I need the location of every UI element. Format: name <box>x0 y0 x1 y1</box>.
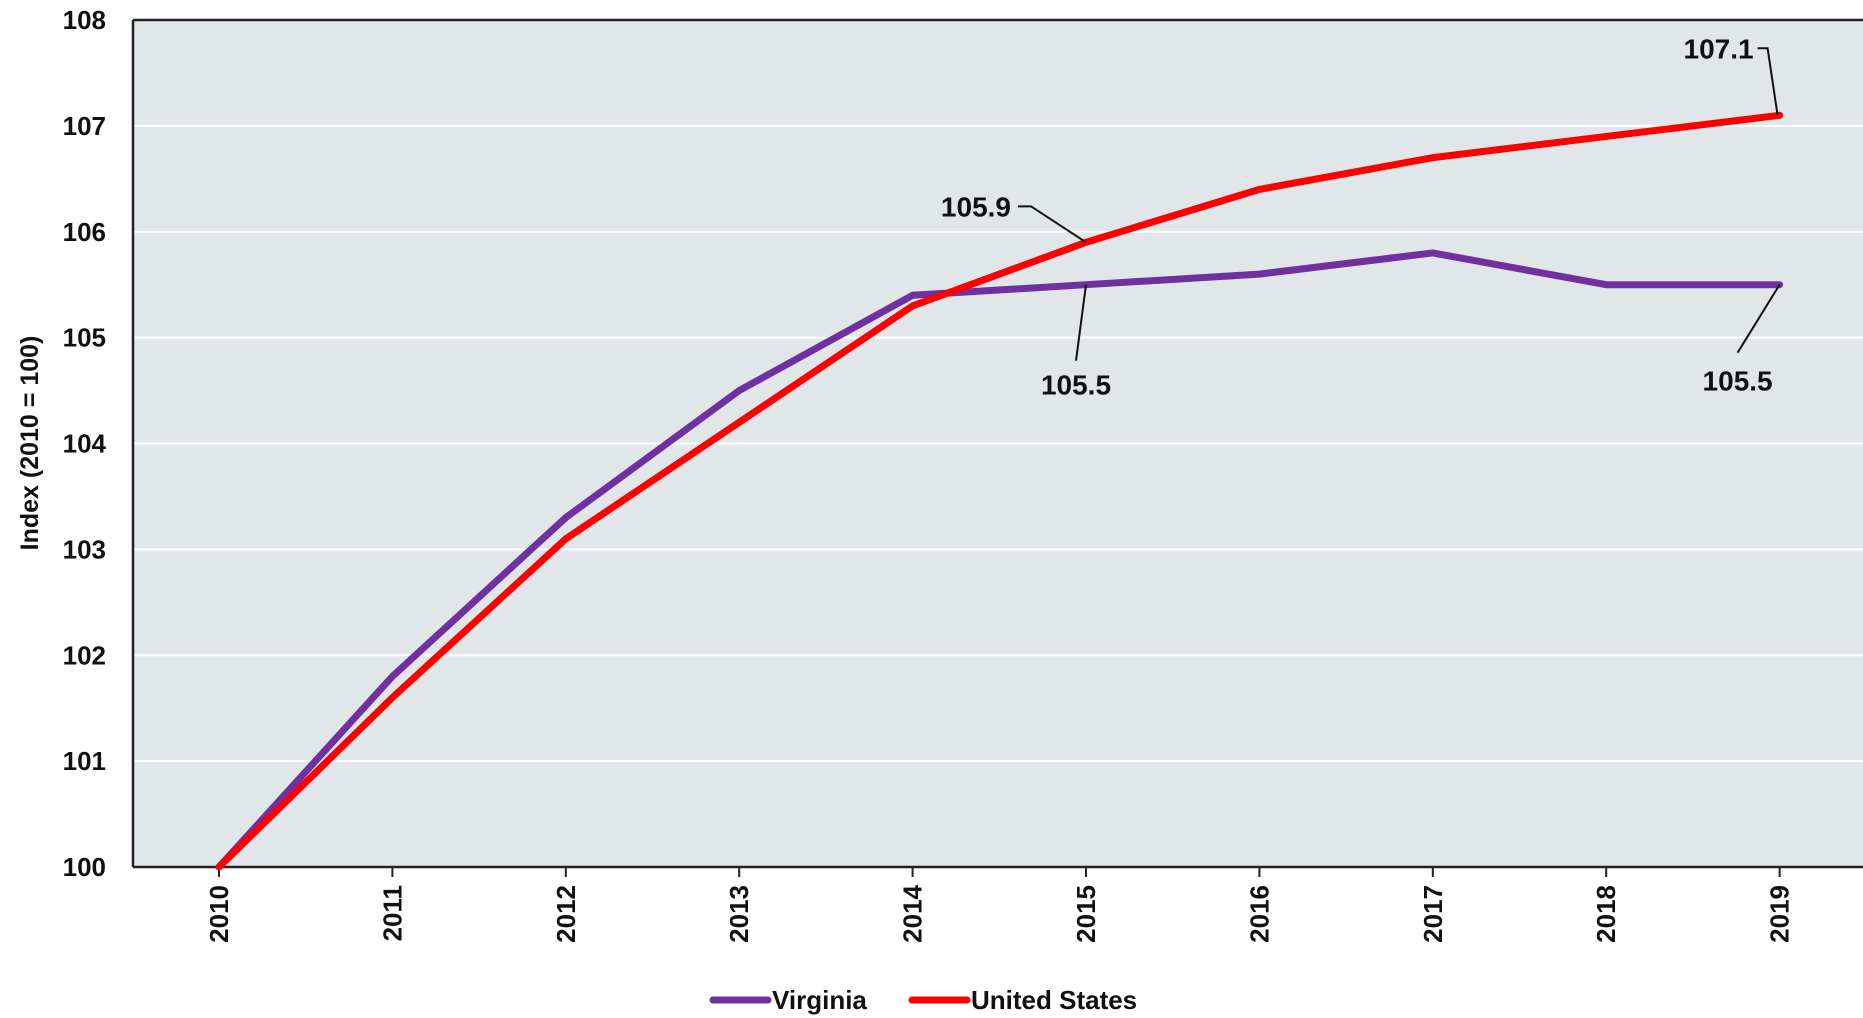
y-tick-label-103: 103 <box>63 534 106 564</box>
annotation-leader-2 <box>1075 284 1087 361</box>
y-tick-label-101: 101 <box>63 746 106 776</box>
x-tick-label-2018: 2018 <box>1591 885 1621 943</box>
annotation-label-3: 105.5 <box>1703 366 1773 397</box>
data-point-virginia-2011 <box>390 674 394 678</box>
series-line-virginia <box>215 249 1784 871</box>
data-point-united-states-2011 <box>390 696 394 700</box>
annotation-leader-1 <box>1018 205 1087 244</box>
data-point-united-states-2012 <box>564 537 568 541</box>
y-tick-label-108: 108 <box>63 5 106 35</box>
x-tick-labels: 2010 2011 2012 2013 2014 2015 2016 2017 2018 2019 <box>204 867 1795 943</box>
data-point-virginia-2018 <box>1604 283 1608 287</box>
annotation-label-2: 105.5 <box>1041 370 1111 401</box>
annotation-leader-3 <box>1736 284 1781 354</box>
gridlines <box>133 124 1863 763</box>
data-point-united-states-2018 <box>1604 134 1608 138</box>
annotation-label-1: 105.9 <box>941 191 1011 222</box>
data-point-united-states-2010 <box>217 865 221 869</box>
x-tick-label-2012: 2012 <box>551 885 581 943</box>
y-tick-label-102: 102 <box>63 640 106 670</box>
data-point-united-states-2019 <box>1778 113 1782 117</box>
data-point-virginia-2014 <box>911 293 915 297</box>
series-line-united-states <box>215 111 1784 871</box>
x-tick-label-2019: 2019 <box>1765 885 1795 943</box>
x-tick-label-2015: 2015 <box>1071 885 1101 943</box>
series-lines <box>215 111 1784 871</box>
y-tick-label-106: 106 <box>63 217 106 247</box>
x-tick-label-2011: 2011 <box>377 885 407 941</box>
annotation-label-0: 107.1 <box>1684 33 1754 64</box>
y-tick-label-107: 107 <box>63 111 106 141</box>
x-tick-label-2014: 2014 <box>898 884 928 942</box>
annotation-leader-0 <box>1757 47 1779 116</box>
data-point-virginia-2012 <box>564 516 568 520</box>
data-point-virginia-2013 <box>737 389 741 393</box>
x-tick-label-2017: 2017 <box>1418 885 1448 943</box>
y-tick-label-100: 100 <box>63 852 106 882</box>
data-point-united-states-2014 <box>911 304 915 308</box>
x-tick-label-2010: 2010 <box>204 885 234 943</box>
data-point-united-states-2013 <box>737 420 741 424</box>
data-point-united-states-2017 <box>1431 156 1435 160</box>
data-point-united-states-2016 <box>1257 187 1261 191</box>
y-tick-labels: 100 101 102 103 104 105 106 107 108 <box>63 5 107 882</box>
legend-label-united-states: United States <box>971 985 1137 1015</box>
data-point-virginia-2016 <box>1257 272 1261 276</box>
y-tick-label-104: 104 <box>63 429 107 459</box>
data-annotations: 107.1 105.9 105.5 105.5 <box>941 33 1781 401</box>
x-tick-label-2013: 2013 <box>724 885 754 943</box>
axes <box>131 18 1863 869</box>
legend-label-virginia: Virginia <box>772 985 867 1015</box>
legend: Virginia United States <box>709 985 1137 1015</box>
data-point-virginia-2017 <box>1431 251 1435 255</box>
y-axis-label: Index (2010 = 100) <box>16 336 44 551</box>
y-tick-label-105: 105 <box>63 323 106 353</box>
x-tick-label-2016: 2016 <box>1244 885 1274 943</box>
